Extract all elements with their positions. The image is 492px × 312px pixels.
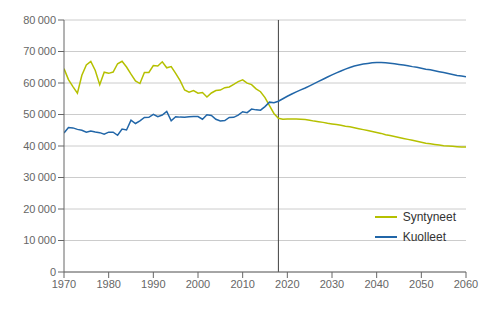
svg-text:10 000: 10 000	[23, 234, 56, 246]
html-text:Syntyneet: Syntyneet	[402, 210, 456, 224]
svg-text:50 000: 50 000	[23, 108, 56, 120]
svg-text:20 000: 20 000	[23, 203, 56, 215]
svg-text:80 000: 80 000	[23, 14, 56, 26]
svg-text:2000: 2000	[186, 278, 210, 290]
svg-text:2010: 2010	[230, 278, 254, 290]
svg-text:2020: 2020	[275, 278, 299, 290]
svg-text:2040: 2040	[364, 278, 388, 290]
svg-text:2060: 2060	[454, 278, 478, 290]
svg-text:70 000: 70 000	[23, 45, 56, 57]
svg-text:2050: 2050	[409, 278, 433, 290]
svg-text:1980: 1980	[96, 278, 120, 290]
svg-text:40 000: 40 000	[23, 140, 56, 152]
html-text:Kuolleet: Kuolleet	[402, 230, 446, 244]
svg-text:0: 0	[50, 266, 56, 278]
svg-text:2030: 2030	[320, 278, 344, 290]
svg-text:1990: 1990	[141, 278, 165, 290]
svg-text:30 000: 30 000	[23, 171, 56, 183]
svg-text:1970: 1970	[52, 278, 76, 290]
svg-text:60 000: 60 000	[23, 77, 56, 89]
